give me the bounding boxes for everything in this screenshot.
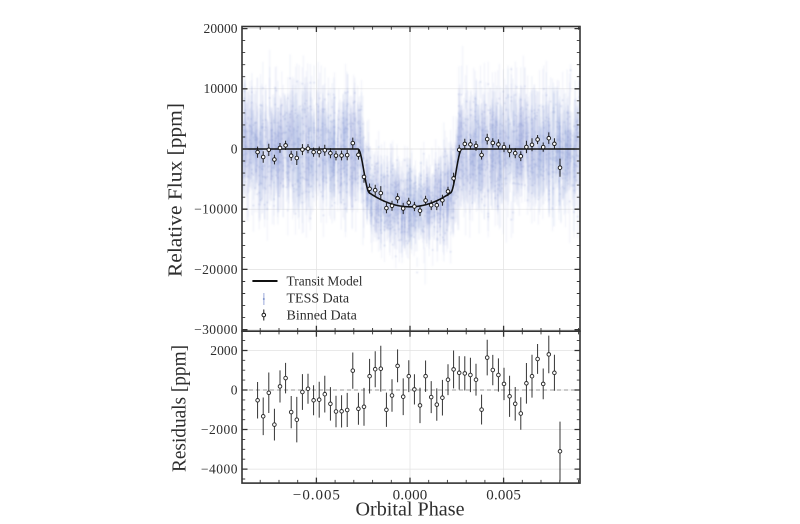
svg-text:0: 0 [231,382,238,397]
svg-text:Transit Model: Transit Model [287,275,363,290]
svg-text:20000: 20000 [204,21,238,36]
svg-text:Relative Flux [ppm]: Relative Flux [ppm] [164,103,186,277]
svg-text:−4000: −4000 [201,462,238,477]
svg-text:−30000: −30000 [194,322,238,337]
svg-text:0.005: 0.005 [486,488,521,504]
svg-text:Residuals [ppm]: Residuals [ppm] [168,345,190,472]
svg-text:0.000: 0.000 [393,488,428,504]
svg-text:−20000: −20000 [194,262,238,277]
svg-text:−10000: −10000 [194,202,238,217]
svg-text:2000: 2000 [210,343,237,358]
svg-text:0: 0 [231,141,238,156]
svg-text:10000: 10000 [204,81,238,96]
svg-text:Binned Data: Binned Data [287,309,358,324]
svg-text:−2000: −2000 [201,422,238,437]
svg-text:TESS Data: TESS Data [287,292,350,307]
svg-text:−0.005: −0.005 [293,488,340,504]
svg-text:Orbital Phase: Orbital Phase [356,499,465,521]
